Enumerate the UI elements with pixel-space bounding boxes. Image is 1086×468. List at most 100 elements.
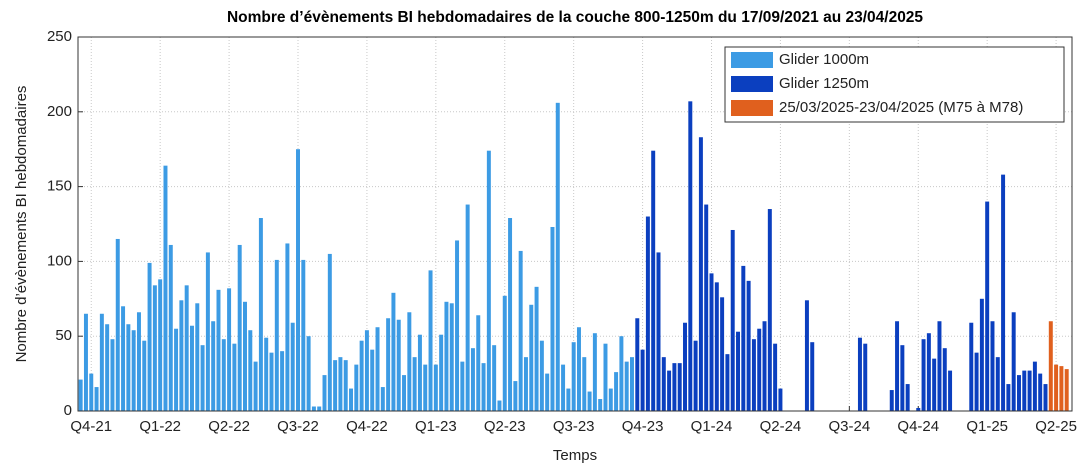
x-tick-label: Q4-21 [70,418,112,435]
bar [333,360,338,411]
bar [857,337,862,411]
bar [677,363,682,411]
bar [306,336,311,411]
bar [1011,312,1016,411]
bar [1038,373,1043,411]
bar [592,333,597,411]
x-tick-label: Q1-25 [966,418,1008,435]
x-tick-label: Q3-22 [277,418,319,435]
bar [1016,375,1021,411]
legend-swatch [731,52,773,68]
bar [412,357,417,411]
bar [470,348,475,411]
bar [158,279,163,411]
bar [635,318,640,411]
bar [767,209,772,411]
bar [311,406,316,411]
bar [513,381,518,411]
bar [375,327,380,411]
bar [630,357,634,411]
bar [258,218,263,411]
plot-frame [77,36,1073,412]
bar [672,363,677,411]
x-axis-label: Temps [553,447,597,464]
bar [1064,369,1069,411]
bar [693,340,698,411]
bar [608,388,613,411]
bar [402,375,407,411]
x-tick-label: Q4-23 [622,418,664,435]
bar [979,298,984,411]
bar [94,387,99,411]
bar [932,358,937,411]
bar [301,259,306,411]
bar [661,357,666,411]
bar [523,357,528,411]
bar [974,352,979,411]
bar [486,150,491,412]
bar [948,370,953,411]
bar [895,321,900,411]
bar [370,349,375,411]
bar [407,312,412,411]
bar [1022,370,1027,411]
bar [576,327,581,411]
bar [449,303,454,411]
bar [290,322,295,411]
bar [561,364,566,411]
bar [1006,384,1011,411]
chart-title: Nombre d’évènements BI hebdomadaires de … [227,9,923,26]
legend-label: Glider 1000m [779,51,869,68]
bar [227,288,232,411]
bar [391,292,396,411]
bar [900,345,905,411]
bar [417,334,422,411]
legend-label: Glider 1250m [779,75,869,92]
bar [380,387,385,411]
bar [990,321,995,411]
bar [253,361,258,411]
y-tick-label: 150 [47,178,72,195]
bar [455,240,460,411]
bar [237,244,242,411]
bar [444,301,449,411]
bar [508,218,513,411]
bar [221,339,226,411]
bar [428,270,433,411]
bar [746,280,751,411]
bar [1032,361,1037,411]
bar [343,360,348,411]
bar [762,321,767,411]
bar [566,388,571,411]
bar [810,342,815,411]
bar [804,300,809,411]
bar [497,400,502,411]
bar [338,357,343,411]
x-tick-label: Q1-24 [691,418,733,435]
bar [550,226,555,411]
bar [136,312,141,411]
bar [216,289,221,411]
bar [1059,366,1064,411]
bar [248,330,253,411]
bar [322,375,327,411]
bar [364,330,369,411]
bar [757,328,762,411]
bar [916,408,921,411]
bar [656,252,661,411]
bar [174,328,179,411]
bar [921,339,926,411]
y-tick-label: 0 [64,402,72,419]
y-tick-label: 50 [55,327,72,344]
bar [142,340,147,411]
bar [386,318,391,411]
bar [264,337,269,411]
bar [720,297,725,411]
bar [714,282,719,411]
bar [83,313,88,411]
bar [327,253,332,411]
legend-swatch [731,76,773,92]
bar [773,343,778,411]
bar [465,204,470,411]
bar [571,342,576,411]
